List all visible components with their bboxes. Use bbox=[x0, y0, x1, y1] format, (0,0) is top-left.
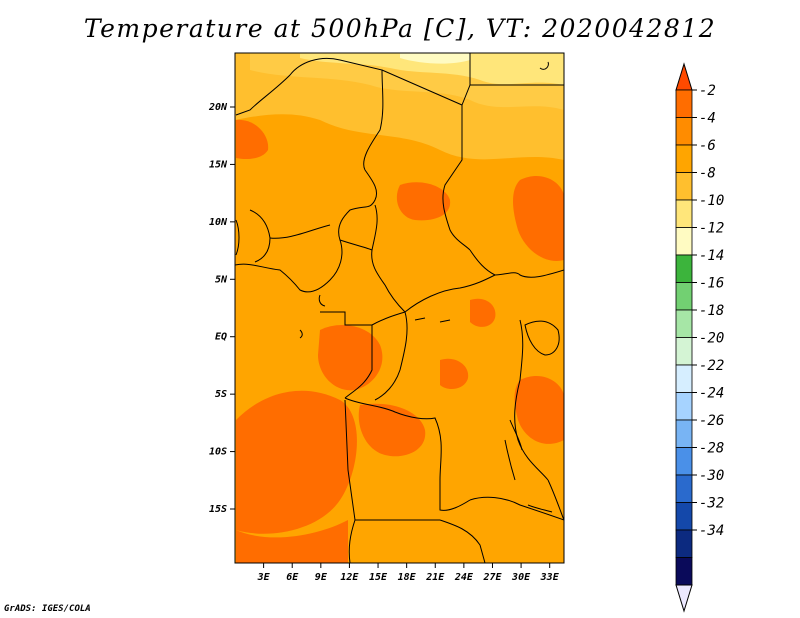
y-tick-label: 10N bbox=[209, 217, 228, 228]
x-tick-label: 33E bbox=[540, 572, 560, 583]
colorbar-label: -18 bbox=[699, 303, 724, 319]
y-tick-label: 15S bbox=[209, 504, 227, 515]
colorbar-swatch bbox=[675, 419, 693, 448]
colorbar-swatch bbox=[675, 282, 693, 311]
colorbar-label: -4 bbox=[699, 111, 716, 127]
colorbar-swatch bbox=[675, 89, 693, 118]
x-axis: 3E 6E 9E 12E 15E 18E 21E 24E 27E 30E 33E bbox=[257, 563, 560, 583]
colorbar-label: -6 bbox=[699, 138, 716, 154]
colorbar-label: -10 bbox=[699, 193, 724, 209]
temperature-field bbox=[235, 53, 564, 563]
y-tick-label: EQ bbox=[215, 332, 227, 343]
map-frame bbox=[234, 52, 565, 564]
x-tick-label: 18E bbox=[398, 572, 417, 583]
colorbar-label: -2 bbox=[699, 83, 716, 99]
colorbar-swatch bbox=[675, 447, 693, 476]
x-tick-label: 9E bbox=[315, 572, 328, 583]
y-tick-label: 10S bbox=[209, 447, 227, 458]
colorbar-under-triangle bbox=[675, 584, 693, 613]
x-tick-label: 3E bbox=[257, 572, 271, 583]
colorbar-label: -26 bbox=[699, 413, 724, 429]
chart-title: Temperature at 500hPa [C], VT: 202004281… bbox=[83, 14, 717, 43]
colorbar-label: -24 bbox=[699, 386, 724, 402]
colorbar-swatch bbox=[675, 364, 693, 393]
y-tick-label: 15N bbox=[209, 159, 228, 170]
x-tick-label: 24E bbox=[454, 572, 474, 583]
y-tick-label: 5S bbox=[215, 389, 227, 400]
colorbar-swatch bbox=[675, 227, 693, 256]
y-axis: 20N 15N 10N 5N EQ 5S 10S 15S bbox=[208, 102, 235, 515]
x-tick-label: 21E bbox=[425, 572, 445, 583]
colorbar-swatch bbox=[675, 254, 693, 283]
colorbar: -2 -4 -6 -8 -10 -12 -14 -16 -18 -20 -22 -24 -26 -28 -3… bbox=[675, 62, 724, 613]
country-borders bbox=[235, 53, 564, 563]
x-tick-label: 6E bbox=[286, 572, 299, 583]
colorbar-swatch bbox=[675, 474, 693, 503]
colorbar-label: -20 bbox=[699, 331, 724, 347]
colorbar-label: -14 bbox=[699, 248, 724, 264]
x-tick-label: 30E bbox=[511, 572, 531, 583]
colorbar-over-triangle bbox=[675, 62, 693, 91]
colorbar-label: -32 bbox=[699, 496, 724, 512]
colorbar-swatch bbox=[675, 117, 693, 146]
x-tick-label: 15E bbox=[369, 572, 388, 583]
colorbar-swatch bbox=[675, 337, 693, 366]
colorbar-label: -34 bbox=[699, 523, 724, 539]
colorbar-label: -22 bbox=[699, 358, 724, 374]
colorbar-swatch bbox=[675, 199, 693, 228]
colorbar-swatch bbox=[675, 309, 693, 338]
colorbar-swatch bbox=[675, 392, 693, 421]
x-tick-label: 27E bbox=[482, 572, 502, 583]
colorbar-label: -28 bbox=[699, 441, 724, 457]
colorbar-swatch bbox=[675, 529, 693, 558]
colorbar-swatch bbox=[675, 502, 693, 531]
colorbar-label: -16 bbox=[699, 276, 724, 292]
colorbar-swatch bbox=[675, 557, 693, 586]
colorbar-label: -30 bbox=[699, 468, 724, 484]
colorbar-swatch bbox=[675, 172, 693, 201]
y-tick-label: 20N bbox=[208, 102, 228, 113]
colorbar-swatch bbox=[675, 144, 693, 173]
x-tick-label: 12E bbox=[340, 572, 359, 583]
y-tick-label: 5N bbox=[215, 274, 228, 285]
colorbar-label: -12 bbox=[699, 221, 724, 237]
colorbar-label: -8 bbox=[699, 166, 716, 182]
grads-footer: GrADS: IGES/COLA bbox=[4, 604, 91, 614]
